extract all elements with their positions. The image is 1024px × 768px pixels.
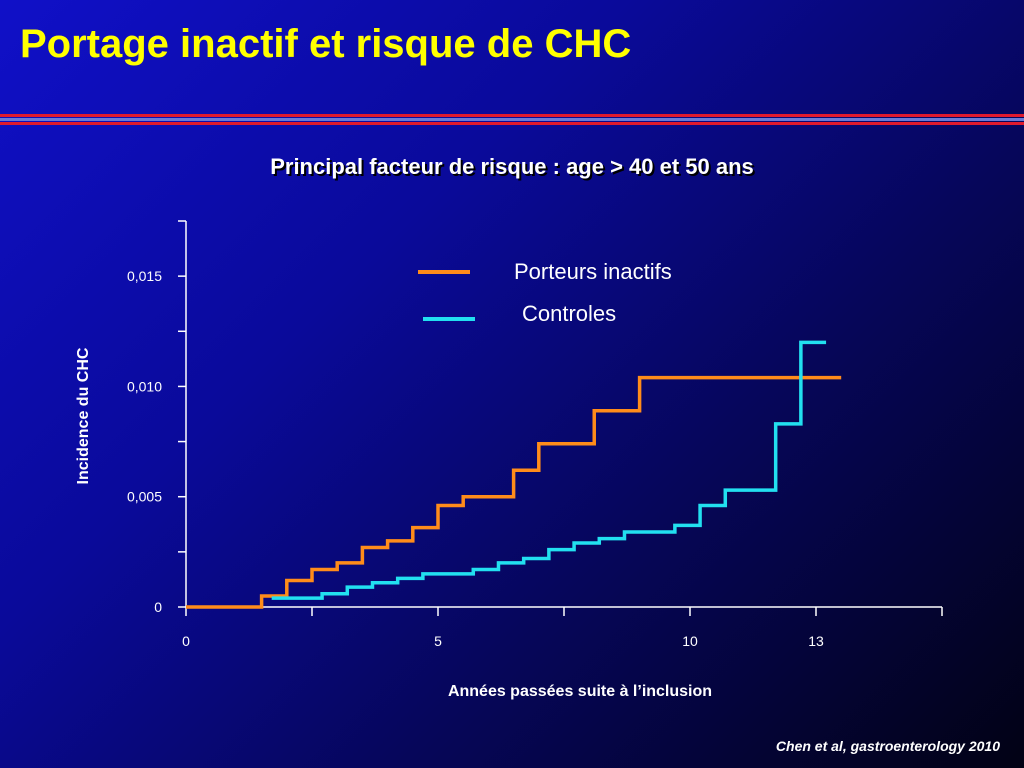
- y-ticks: 0 0,005 0,010 0,015: [127, 220, 186, 615]
- x-axis-label: Années passées suite à l’inclusion: [448, 683, 712, 700]
- x-tick-label: 5: [434, 633, 442, 649]
- y-axis-label: Incidence du CHC: [75, 347, 92, 484]
- y-tick-label: 0,010: [127, 378, 162, 394]
- x-tick-label: 13: [808, 633, 824, 649]
- y-tick-label: 0: [154, 599, 162, 615]
- series-group: [186, 340, 842, 609]
- slide-title: Portage inactif et risque de CHC: [20, 22, 632, 66]
- series-line-1: [271, 340, 827, 600]
- legend-label-porteurs-inactifs: Porteurs inactifs: [514, 259, 672, 284]
- legend: Porteurs inactifs Controles: [418, 259, 672, 326]
- header-rule-red-bottom: [0, 122, 1024, 125]
- series-line-0: [186, 375, 842, 609]
- chart-subtitle: Principal facteur de risque : age > 40 e…: [270, 154, 754, 179]
- y-tick-label: 0,015: [127, 268, 162, 284]
- header-rule-blue: [0, 118, 1024, 121]
- x-tick-label: 0: [182, 633, 190, 649]
- x-tick-label: 10: [682, 633, 698, 649]
- citation: Chen et al, gastroenterology 2010: [775, 738, 1000, 754]
- legend-label-controles: Controles: [522, 301, 616, 326]
- y-tick-label: 0,005: [127, 489, 162, 505]
- chart-axes: 0 0,005 0,010 0,015 0 5 10 13: [127, 220, 943, 649]
- x-ticks: 0 5 10 13: [182, 607, 943, 649]
- header-rule-red-top: [0, 114, 1024, 117]
